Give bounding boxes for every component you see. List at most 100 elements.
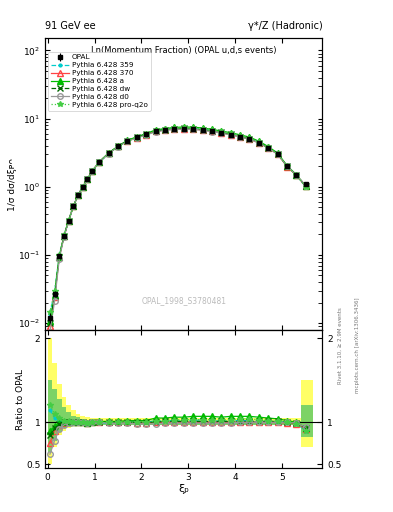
Pythia 6.428 370 <box>134 135 139 141</box>
Pythia 6.428 dw <box>52 293 57 299</box>
Pythia 6.428 dw <box>285 163 289 169</box>
Pythia 6.428 a <box>66 218 71 224</box>
Pythia 6.428 d0 <box>285 163 289 169</box>
Pythia 6.428 d0 <box>182 126 186 132</box>
Pythia 6.428 a <box>97 159 101 165</box>
Pythia 6.428 359 <box>219 130 224 136</box>
Pythia 6.428 a <box>200 125 205 131</box>
Pythia 6.428 pro-q2o <box>81 184 85 190</box>
Pythia 6.428 a <box>48 318 52 324</box>
Pythia 6.428 dw <box>48 319 52 326</box>
Pythia 6.428 a <box>76 192 81 198</box>
Pythia 6.428 a <box>275 150 280 156</box>
Pythia 6.428 pro-q2o <box>200 126 205 132</box>
Pythia 6.428 d0 <box>144 132 149 138</box>
Pythia 6.428 d0 <box>66 218 71 224</box>
Text: 91 GeV ee: 91 GeV ee <box>45 21 96 31</box>
Pythia 6.428 370 <box>116 143 120 150</box>
Line: Pythia 6.428 pro-q2o: Pythia 6.428 pro-q2o <box>47 125 309 315</box>
Pythia 6.428 359 <box>85 177 90 183</box>
Pythia 6.428 359 <box>125 138 130 144</box>
Pythia 6.428 dw <box>125 138 130 144</box>
Pythia 6.428 dw <box>257 140 261 146</box>
Pythia 6.428 370 <box>172 126 177 132</box>
Pythia 6.428 a <box>247 134 252 140</box>
Pythia 6.428 pro-q2o <box>285 163 289 169</box>
Pythia 6.428 359 <box>76 192 81 198</box>
Text: mcplots.cern.ch [arXiv:1306.3436]: mcplots.cern.ch [arXiv:1306.3436] <box>355 298 360 393</box>
Pythia 6.428 370 <box>266 145 271 151</box>
Pythia 6.428 dw <box>294 172 299 178</box>
Pythia 6.428 pro-q2o <box>209 127 214 134</box>
Pythia 6.428 370 <box>257 140 261 146</box>
Pythia 6.428 dw <box>303 183 308 189</box>
Pythia 6.428 a <box>62 233 66 239</box>
Pythia 6.428 a <box>285 163 289 169</box>
Pythia 6.428 370 <box>125 138 130 144</box>
Pythia 6.428 dw <box>172 126 177 132</box>
Pythia 6.428 359 <box>116 143 120 150</box>
Pythia 6.428 d0 <box>275 151 280 157</box>
Pythia 6.428 359 <box>153 127 158 134</box>
Pythia 6.428 d0 <box>191 126 195 133</box>
Pythia 6.428 d0 <box>106 151 111 157</box>
Pythia 6.428 359 <box>238 133 242 139</box>
Pythia 6.428 dw <box>247 136 252 142</box>
Pythia 6.428 a <box>228 130 233 136</box>
Pythia 6.428 370 <box>303 183 308 189</box>
Y-axis label: 1/σ dσ/dξᴘᴖ: 1/σ dσ/dξᴘᴖ <box>7 158 17 210</box>
Line: Pythia 6.428 359: Pythia 6.428 359 <box>47 125 309 316</box>
Pythia 6.428 pro-q2o <box>97 159 101 165</box>
Pythia 6.428 d0 <box>219 130 224 136</box>
Pythia 6.428 pro-q2o <box>275 151 280 157</box>
Pythia 6.428 d0 <box>57 256 62 262</box>
Pythia 6.428 d0 <box>153 129 158 135</box>
Pythia 6.428 a <box>219 128 224 134</box>
Pythia 6.428 d0 <box>257 140 261 146</box>
Pythia 6.428 a <box>85 176 90 182</box>
Pythia 6.428 d0 <box>247 136 252 142</box>
Pythia 6.428 dw <box>191 126 195 132</box>
Pythia 6.428 d0 <box>266 145 271 151</box>
Pythia 6.428 dw <box>97 159 101 165</box>
Pythia 6.428 dw <box>200 126 205 133</box>
Pythia 6.428 d0 <box>172 126 177 133</box>
Pythia 6.428 dw <box>76 192 81 198</box>
Pythia 6.428 a <box>57 254 62 260</box>
Pythia 6.428 a <box>81 184 85 190</box>
Pythia 6.428 359 <box>81 184 85 190</box>
Pythia 6.428 d0 <box>81 184 85 190</box>
Pythia 6.428 dw <box>57 254 62 260</box>
Pythia 6.428 a <box>294 172 299 178</box>
Pythia 6.428 a <box>144 131 149 137</box>
Pythia 6.428 370 <box>238 134 242 140</box>
Pythia 6.428 pro-q2o <box>106 150 111 156</box>
Line: Pythia 6.428 370: Pythia 6.428 370 <box>47 126 309 329</box>
Pythia 6.428 pro-q2o <box>71 203 76 209</box>
Pythia 6.428 pro-q2o <box>257 139 261 145</box>
Pythia 6.428 d0 <box>125 138 130 144</box>
Pythia 6.428 pro-q2o <box>191 125 195 132</box>
Pythia 6.428 370 <box>144 132 149 138</box>
Pythia 6.428 dw <box>228 132 233 138</box>
Pythia 6.428 dw <box>209 128 214 134</box>
Pythia 6.428 d0 <box>116 144 120 150</box>
Pythia 6.428 359 <box>66 218 71 224</box>
Pythia 6.428 359 <box>275 151 280 157</box>
Pythia 6.428 370 <box>247 136 252 142</box>
Pythia 6.428 359 <box>57 253 62 259</box>
Pythia 6.428 370 <box>81 184 85 190</box>
Pythia 6.428 dw <box>219 130 224 136</box>
Pythia 6.428 359 <box>191 125 195 132</box>
Pythia 6.428 359 <box>48 310 52 316</box>
Pythia 6.428 359 <box>257 140 261 146</box>
Pythia 6.428 d0 <box>163 127 167 134</box>
Pythia 6.428 d0 <box>97 159 101 165</box>
Pythia 6.428 d0 <box>200 127 205 134</box>
Pythia 6.428 a <box>106 150 111 156</box>
Pythia 6.428 a <box>257 138 261 144</box>
Pythia 6.428 pro-q2o <box>247 135 252 141</box>
Line: Pythia 6.428 a: Pythia 6.428 a <box>47 124 309 324</box>
Pythia 6.428 359 <box>294 173 299 179</box>
Pythia 6.428 359 <box>90 168 94 175</box>
